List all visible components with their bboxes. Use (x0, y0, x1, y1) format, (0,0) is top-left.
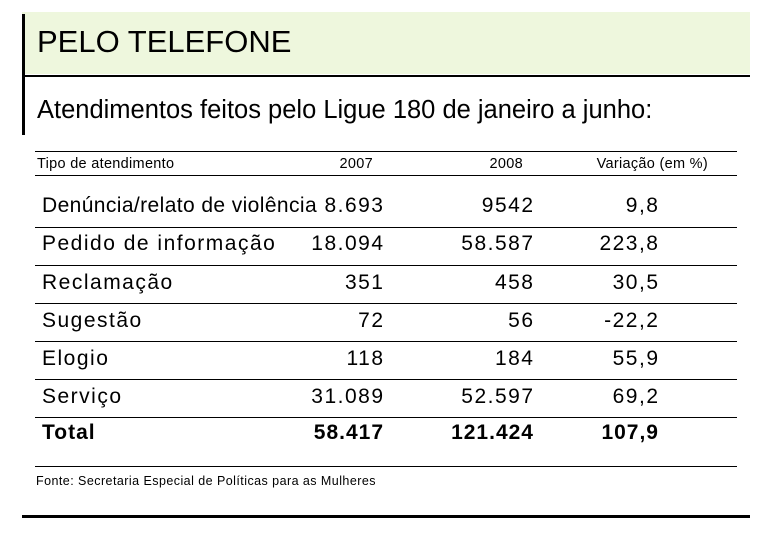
total-variacao: 107,9 (601, 421, 659, 445)
table-total-row: Total 58.417 121.424 107,9 (35, 418, 737, 467)
value-2007: 118 (346, 347, 385, 371)
value-variacao: 9,8 (625, 194, 660, 218)
header-tipo: Tipo de atendimento (37, 155, 175, 172)
title-band-rule (22, 75, 750, 77)
value-2007: 31.089 (311, 385, 385, 409)
left-accent-bar (22, 14, 25, 135)
row-label: Pedido de informação (42, 232, 277, 256)
table-row: Sugestão 72 56 -22,2 (35, 304, 737, 342)
value-2007: 8.693 (324, 194, 385, 218)
table-row: Reclamação 351 458 30,5 (35, 266, 737, 304)
table-header-row: Tipo de atendimento 2007 2008 Variação (… (35, 151, 737, 176)
source-note: Fonte: Secretaria Especial de Políticas … (36, 474, 376, 489)
total-2007: 58.417 (313, 421, 384, 445)
table-row: Serviço 31.089 52.597 69,2 (35, 380, 737, 418)
value-2008: 9542 (481, 194, 535, 218)
header-2008: 2008 (489, 155, 523, 172)
value-2008: 458 (494, 271, 535, 295)
value-2007: 351 (344, 271, 385, 295)
value-variacao: 69,2 (612, 385, 660, 409)
value-variacao: -22,2 (604, 309, 660, 333)
row-label: Sugestão (42, 309, 143, 333)
row-label: Elogio (42, 347, 110, 371)
value-variacao: 55,9 (612, 347, 660, 371)
row-label: Reclamação (42, 271, 174, 295)
table-row: Denúncia/relato de violência 8.693 9542 … (35, 176, 737, 228)
bottom-rule (22, 515, 750, 518)
title-band (22, 12, 750, 74)
header-variacao: Variação (em %) (596, 155, 708, 172)
row-label: Serviço (42, 385, 123, 409)
total-label: Total (42, 421, 96, 445)
slide-title: PELO TELEFONE (37, 24, 292, 59)
header-2007: 2007 (339, 155, 373, 172)
value-2008: 184 (494, 347, 535, 371)
value-2008: 56 (508, 309, 535, 333)
value-2008: 52.597 (461, 385, 535, 409)
table-row: Pedido de informação 18.094 58.587 223,8 (35, 228, 737, 266)
table-row: Elogio 118 184 55,9 (35, 342, 737, 380)
row-label: Denúncia/relato de violência (42, 194, 318, 218)
slide-subtitle: Atendimentos feitos pelo Ligue 180 de ja… (37, 96, 653, 124)
value-2007: 72 (358, 309, 385, 333)
value-variacao: 223,8 (599, 232, 660, 256)
total-2008: 121.424 (451, 421, 534, 445)
value-variacao: 30,5 (612, 271, 660, 295)
value-2007: 18.094 (311, 232, 385, 256)
value-2008: 58.587 (461, 232, 535, 256)
